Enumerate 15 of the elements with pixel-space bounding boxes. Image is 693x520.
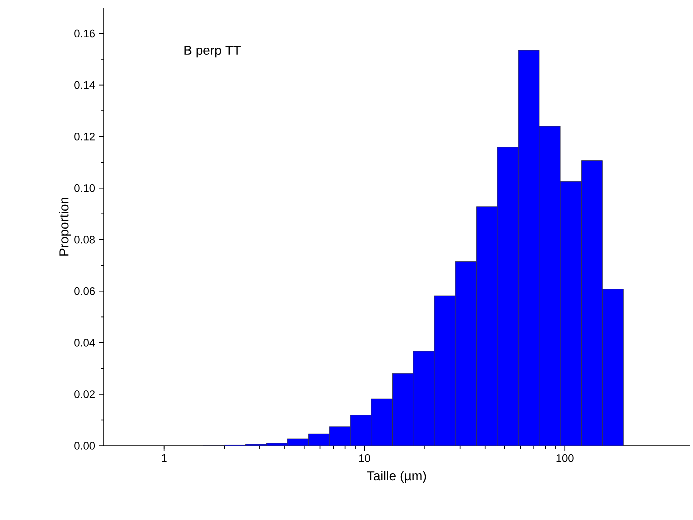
x-tick-label: 1 — [162, 454, 167, 462]
x-tick-label: 10 — [359, 454, 370, 462]
y-axis-title: Proportion — [59, 198, 72, 256]
y-tick-label: 0.06 — [74, 288, 96, 296]
x-axis-title: Taille (µm) — [367, 471, 426, 484]
y-tick-label: 0.02 — [74, 390, 95, 398]
annotation: B perp TT — [184, 46, 241, 58]
x-tick-label: 100 — [556, 454, 574, 462]
y-tick-label: 0.12 — [74, 132, 95, 141]
y-tick-label: 0.08 — [74, 236, 96, 244]
y-tick-label: 0.10 — [74, 184, 96, 192]
y-tick-label: 0.14 — [74, 81, 96, 90]
y-tick-label: 0.04 — [74, 339, 96, 347]
y-tick-label: 0.00 — [74, 442, 96, 450]
y-tick-label: 0.16 — [74, 30, 96, 38]
